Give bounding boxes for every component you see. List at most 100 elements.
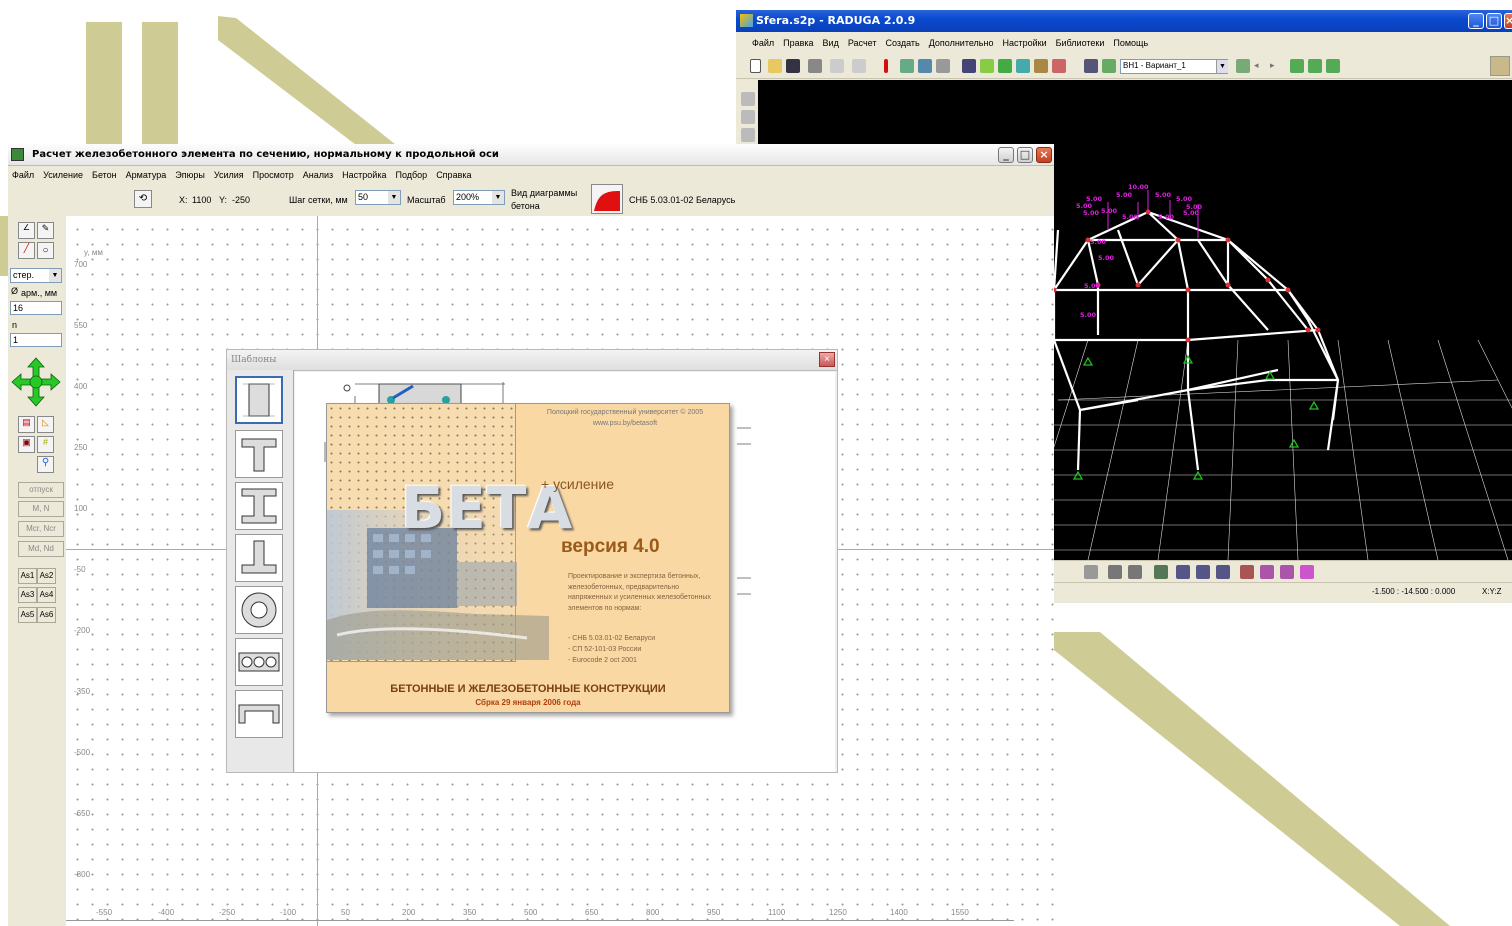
tool-icon[interactable] — [1034, 59, 1048, 73]
tool-icon[interactable] — [1176, 565, 1190, 579]
tool-icon[interactable] — [918, 59, 932, 73]
grid-tool-icon[interactable]: # — [37, 436, 54, 453]
as5-button[interactable]: As5 — [18, 607, 37, 623]
menu-item[interactable]: Файл — [752, 38, 775, 48]
as1-button[interactable]: As1 — [18, 568, 37, 584]
menu-item[interactable]: Справка — [436, 170, 472, 180]
tool-icon[interactable] — [1300, 565, 1314, 579]
tool-icon[interactable] — [1196, 565, 1210, 579]
as4-button[interactable]: As4 — [37, 587, 56, 603]
line-tool-icon[interactable]: ╱ — [18, 242, 35, 259]
open-folder-icon[interactable] — [768, 59, 782, 73]
tool-icon[interactable] — [1326, 59, 1340, 73]
tool-icon[interactable] — [1260, 565, 1274, 579]
fill-tool-icon[interactable]: ▣ — [18, 436, 35, 453]
template-rect-section[interactable] — [235, 376, 283, 424]
menu-item[interactable]: Подбор — [395, 170, 428, 180]
tool-icon[interactable] — [1052, 59, 1066, 73]
ruler-tool-icon[interactable]: ◺ — [37, 416, 54, 433]
menu-item[interactable]: Расчет — [847, 38, 877, 48]
zoom-icon[interactable]: ⚲ — [37, 456, 54, 473]
menu-item[interactable]: Бетон — [92, 170, 117, 180]
tool-icon[interactable] — [980, 59, 994, 73]
tool-icon[interactable] — [1016, 59, 1030, 73]
n-input[interactable]: 1 — [10, 333, 62, 347]
tool-icon[interactable] — [936, 59, 950, 73]
tool-icon[interactable] — [741, 128, 755, 142]
section-canvas[interactable] — [66, 216, 1054, 926]
template-t-section[interactable] — [235, 430, 283, 478]
chevron-down-icon[interactable]: ▼ — [1216, 60, 1228, 73]
move-arrows-icon[interactable] — [10, 356, 62, 408]
template-inverted-t-section[interactable] — [235, 534, 283, 582]
chevron-down-icon[interactable]: ▼ — [388, 191, 400, 204]
circle-tool-icon[interactable]: ○ — [37, 242, 54, 259]
menu-item[interactable]: Помощь — [1113, 38, 1149, 48]
minimize-button[interactable]: _ — [1468, 13, 1484, 29]
calculate-icon[interactable] — [884, 59, 888, 73]
arrow-right-icon[interactable]: ▸ — [1270, 60, 1275, 70]
concrete-diagram-button[interactable] — [591, 184, 623, 214]
menu-item[interactable]: Усилия — [213, 170, 244, 180]
close-button[interactable]: × — [819, 352, 835, 367]
undo-icon[interactable] — [830, 59, 844, 73]
close-button[interactable]: × — [1036, 147, 1052, 163]
tool-icon[interactable] — [1084, 565, 1098, 579]
menu-item[interactable]: Настройки — [1002, 38, 1047, 48]
template-channel-section[interactable] — [235, 690, 283, 738]
tool-icon[interactable] — [1216, 565, 1230, 579]
tool-icon[interactable] — [1308, 59, 1322, 73]
tool-icon[interactable] — [962, 59, 976, 73]
variant-select[interactable]: ВН1 - Вариант_1 — [1120, 59, 1228, 74]
tool-icon[interactable] — [1084, 59, 1098, 73]
menu-item[interactable]: Анализ — [302, 170, 334, 180]
tool-icon[interactable] — [1102, 59, 1116, 73]
redo-icon[interactable] — [852, 59, 866, 73]
chevron-down-icon[interactable]: ▼ — [49, 269, 61, 282]
menu-item[interactable]: Библиотеки — [1055, 38, 1105, 48]
template-hollow-core-section[interactable] — [235, 638, 283, 686]
diameter-input[interactable]: 16 — [10, 301, 62, 315]
menu-item[interactable]: Эпюры — [175, 170, 205, 180]
menu-item[interactable]: Правка — [783, 38, 814, 48]
new-file-icon[interactable] — [750, 59, 761, 73]
menu-item[interactable]: Настройка — [342, 170, 387, 180]
tool-icon[interactable] — [1236, 59, 1250, 73]
refresh-icon[interactable]: ⟲ — [134, 190, 152, 208]
tool-icon[interactable] — [1128, 565, 1142, 579]
as6-button[interactable]: As6 — [37, 607, 56, 623]
tool-icon[interactable] — [1154, 565, 1168, 579]
minimize-button[interactable]: _ — [998, 147, 1014, 163]
md-nd-button[interactable]: Md, Nd — [18, 541, 64, 557]
release-button[interactable]: отпуск — [18, 482, 64, 498]
tool-icon[interactable] — [900, 59, 914, 73]
template-i-section[interactable] — [235, 482, 283, 530]
arrow-left-icon[interactable]: ◂ — [1254, 60, 1259, 70]
as2-button[interactable]: As2 — [37, 568, 56, 584]
as3-button[interactable]: As3 — [18, 587, 37, 603]
tool-icon[interactable] — [1280, 565, 1294, 579]
mn-button[interactable]: M, N — [18, 501, 64, 517]
tool-icon[interactable] — [1240, 565, 1254, 579]
menu-item[interactable]: Создать — [885, 38, 920, 48]
menu-item[interactable]: Просмотр — [252, 170, 294, 180]
menu-item[interactable]: Усиление — [43, 170, 84, 180]
maximize-button[interactable]: □ — [1017, 147, 1033, 163]
pencil-icon[interactable]: ✎ — [37, 222, 54, 239]
tool-icon[interactable] — [741, 92, 755, 106]
maximize-button[interactable]: □ — [1486, 13, 1502, 29]
section-tool-icon[interactable]: ▤ — [18, 416, 35, 433]
print-icon[interactable] — [808, 59, 822, 73]
draw-tool-icon[interactable]: ∠ — [18, 222, 35, 239]
chevron-down-icon[interactable]: ▼ — [492, 191, 504, 204]
save-icon[interactable] — [786, 59, 800, 73]
tool-icon[interactable] — [741, 110, 755, 124]
menu-item[interactable]: Вид — [822, 38, 839, 48]
menu-item[interactable]: Арматура — [125, 170, 167, 180]
tool-icon[interactable] — [1108, 565, 1122, 579]
menu-item[interactable]: Дополнительно — [928, 38, 994, 48]
tool-icon[interactable] — [998, 59, 1012, 73]
template-circular-section[interactable] — [235, 586, 283, 634]
menu-item[interactable]: Файл — [12, 170, 35, 180]
close-button[interactable]: × — [1504, 13, 1512, 29]
